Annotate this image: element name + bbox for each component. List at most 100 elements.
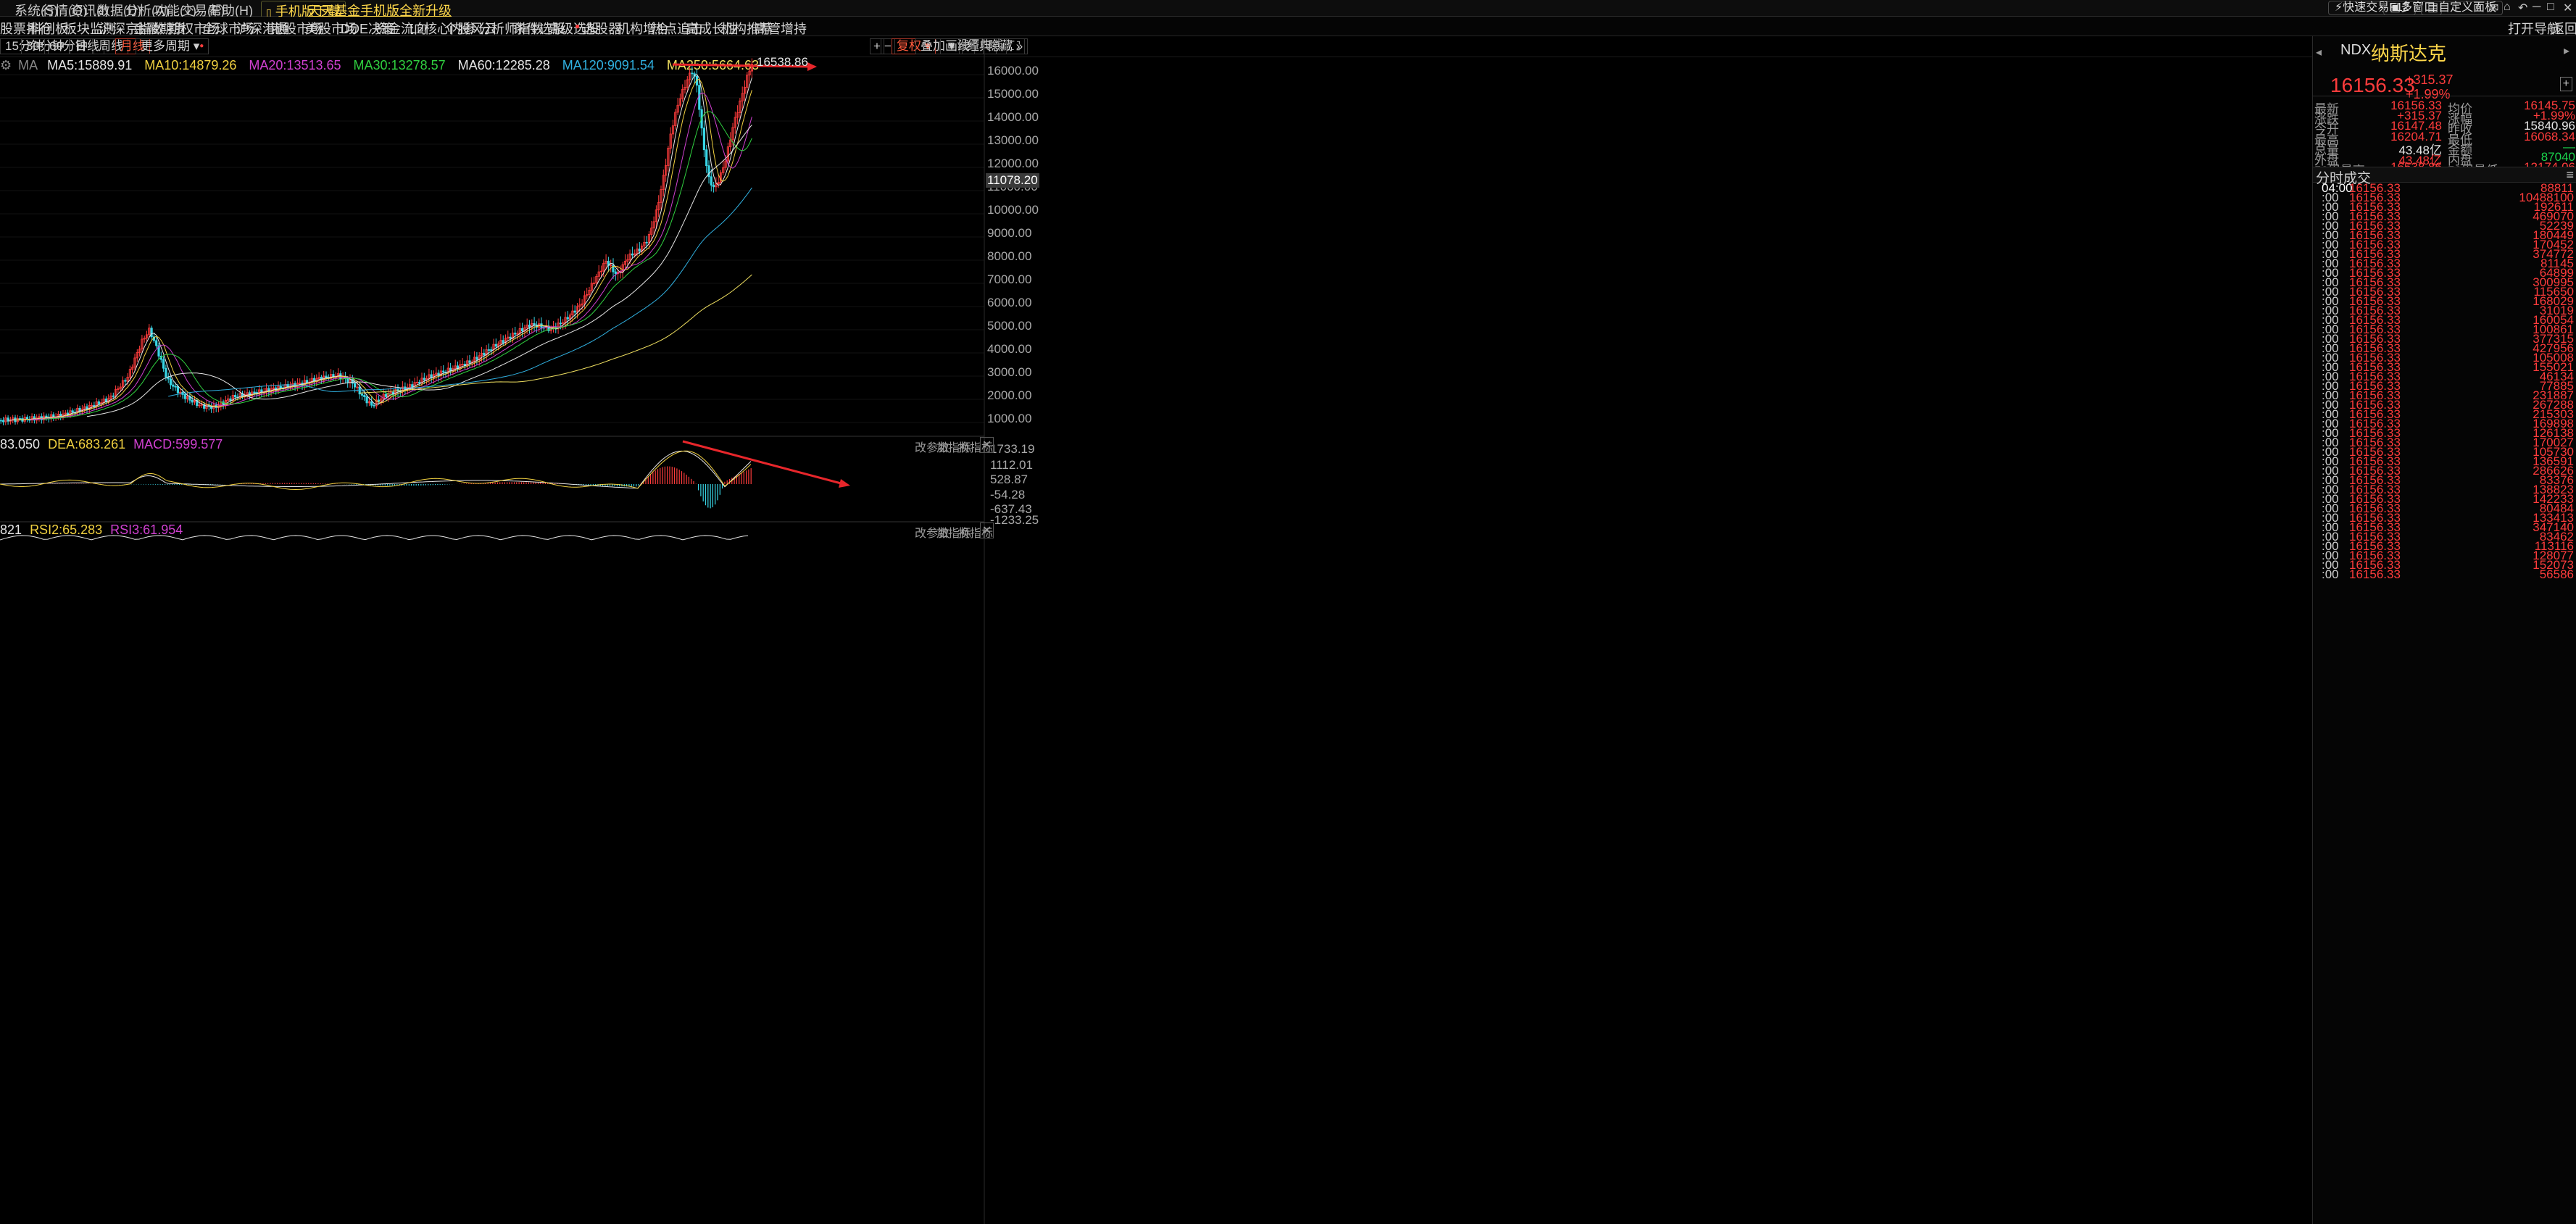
rsi-edit-params-button[interactable]: 改参数 — [915, 528, 950, 540]
candle-body — [200, 404, 204, 406]
overlay-dropdown[interactable]: 叠加 ▾ — [915, 38, 960, 54]
nav-global[interactable]: 全球市场 — [202, 22, 254, 36]
undo-icon[interactable]: ↶ — [2518, 2, 2528, 14]
nav-connect[interactable]: 沪深港通 — [236, 22, 288, 36]
tick-row: :00 16156.33 136591 — [2313, 454, 2576, 468]
macd-y-tick: 528.87 — [990, 472, 1028, 486]
nav-star-market[interactable]: 科创板 — [29, 22, 68, 36]
rsi-add-indicator-button[interactable]: 加指标 — [936, 528, 972, 540]
nav-exec-buy[interactable]: 高管增持 — [755, 22, 807, 36]
period-60m[interactable]: 60分钟 — [44, 38, 93, 54]
open-nav-link[interactable]: 打开导航 — [2508, 22, 2560, 36]
close-icon[interactable]: ✕ — [2563, 2, 2573, 14]
candle-body — [511, 333, 515, 339]
nav-dde[interactable]: DDE决策 — [341, 22, 395, 36]
nav-growth[interactable]: 高成长性 — [686, 22, 738, 36]
period-day[interactable]: 日线 — [70, 38, 104, 54]
macd-edit-params-button[interactable]: 改参数 — [915, 442, 950, 454]
draw-button[interactable]: 画线 — [940, 38, 975, 54]
y-tick: 13000.00 — [987, 133, 1039, 147]
nav-screener[interactable]: 选股器 — [582, 22, 621, 36]
tick-volume: 215303 — [2533, 407, 2574, 421]
menu-trade[interactable]: 交易(E) — [181, 4, 225, 18]
tick-volume: 10488100 — [2519, 191, 2574, 204]
search-icon[interactable]: ⌕ — [2475, 1, 2481, 13]
minimize-icon[interactable]: ─ — [2533, 1, 2541, 13]
collapse-arrow-icon[interactable]: ◂ — [2316, 46, 2322, 59]
period-month[interactable]: 月线 — [115, 38, 150, 54]
candle-body — [681, 88, 684, 99]
multi-window-button[interactable]: ▣多窗口 — [2383, 1, 2443, 15]
period-week[interactable]: 周线 — [94, 38, 128, 54]
menu-data[interactable]: 数据(D) — [97, 4, 141, 18]
tick-time: :00 — [2322, 238, 2339, 251]
custom-panel-button[interactable]: ▤自定义面板 — [2421, 1, 2504, 15]
candle-body — [121, 380, 125, 388]
menu-functions[interactable]: 功能(T) — [154, 4, 196, 18]
candle-body — [480, 352, 483, 357]
candle-body — [95, 401, 98, 407]
add-watchlist-icon[interactable]: + — [2559, 77, 2572, 91]
menu-help[interactable]: 帮助(H) — [209, 4, 253, 18]
mail-icon[interactable]: ✉ — [2489, 2, 2499, 14]
rsi-close-icon[interactable]: ✕ — [980, 523, 994, 538]
candle-body — [165, 367, 167, 378]
candle-body — [490, 349, 493, 351]
nav-l2[interactable]: L2核心内参 — [410, 22, 477, 36]
back-link[interactable]: 返回 — [2551, 22, 2576, 36]
fullscreen-icon[interactable]: ⛶ — [1006, 38, 1025, 54]
nav-index[interactable]: 沪深京指数 — [99, 22, 165, 36]
macd-add-indicator-button[interactable]: 加指标 — [936, 442, 972, 454]
stat-value: 16145.75 — [2524, 99, 2575, 112]
zoom-in-button[interactable]: + — [870, 38, 884, 54]
menu-news[interactable]: 资讯(I) — [70, 4, 109, 18]
rsi-switch-indicator-button[interactable]: 换指标 — [958, 528, 994, 540]
nav-hotspot[interactable]: 热点追击 — [651, 22, 703, 36]
promo-link[interactable]: 天天基金手机版全新升级 — [308, 4, 452, 18]
candle-body — [734, 117, 736, 128]
nav-financial-futures[interactable]: 金融期货 — [133, 22, 186, 36]
macd-switch-indicator-button[interactable]: 换指标 — [958, 442, 994, 454]
nav-condition-select[interactable]: 条件选股 — [513, 22, 565, 36]
candle-body — [657, 201, 660, 211]
period-more-dropdown[interactable]: 更多周期 ▾● — [136, 38, 209, 54]
tick-row: :00 16156.33 31019 — [2313, 304, 2576, 317]
zoom-out-button[interactable]: − — [881, 38, 895, 54]
nav-fund-flow[interactable]: 资金流向 — [375, 22, 427, 36]
nav-analyst[interactable]: 分析师指数 — [478, 22, 544, 36]
ma60-value: MA60:12285.28 — [457, 58, 550, 72]
tick-row: :00 16156.33 46134 — [2313, 370, 2576, 383]
menu-system[interactable]: 系统(S) — [14, 4, 58, 18]
maximize-icon[interactable]: □ — [2547, 1, 2554, 13]
home-icon[interactable]: ⌂ — [2504, 1, 2511, 13]
candle-body — [205, 404, 208, 409]
tick-volume: 377315 — [2533, 332, 2574, 346]
settings-gear-icon[interactable]: ⚙ — [0, 58, 12, 72]
quick-trade-button[interactable]: ⚡快速交易F12 — [2328, 1, 2416, 15]
nav-hk[interactable]: 港股市场 — [270, 22, 323, 36]
candle-body — [739, 100, 741, 113]
tick-time: :00 — [2322, 341, 2339, 355]
nav-recommend[interactable]: 机构推荐 — [720, 22, 773, 36]
classic-button[interactable]: 经典 — [962, 38, 997, 54]
candle-body — [626, 259, 629, 262]
candle-body — [64, 412, 67, 415]
nav-advanced-select[interactable]: 高级选股 — [547, 22, 599, 36]
set-ma-button[interactable]: 设置均线 — [957, 39, 1004, 51]
nav-institution-add[interactable]: 机构增合 — [617, 22, 669, 36]
kline-chart[interactable] — [0, 0, 2312, 1224]
macd-close-icon[interactable]: ✕ — [980, 437, 994, 453]
tick-time: :00 — [2322, 520, 2339, 534]
nav-options[interactable]: 期权市场 — [167, 22, 220, 36]
expand-arrow-icon[interactable]: ▸ — [2563, 45, 2569, 57]
menu-analysis[interactable]: 分析(A) — [125, 4, 169, 18]
rsi-legend: 821 RSI2:65.283 RSI3:61.954 — [0, 523, 183, 538]
nav-stock-news[interactable]: 个股风云 — [444, 22, 496, 36]
nav-us[interactable]: 美股市场 — [305, 22, 357, 36]
menu-quotes[interactable]: 行情(Q) — [42, 4, 87, 18]
ticks-menu-icon[interactable]: ≡ — [2566, 167, 2574, 182]
adjust-dropdown[interactable]: 复权 ▾ — [892, 38, 936, 54]
nav-stock-ranking[interactable]: 股票排行 — [0, 22, 52, 36]
nav-sector-monitor[interactable]: 板块监测 — [64, 22, 116, 36]
candle-body — [604, 261, 607, 264]
